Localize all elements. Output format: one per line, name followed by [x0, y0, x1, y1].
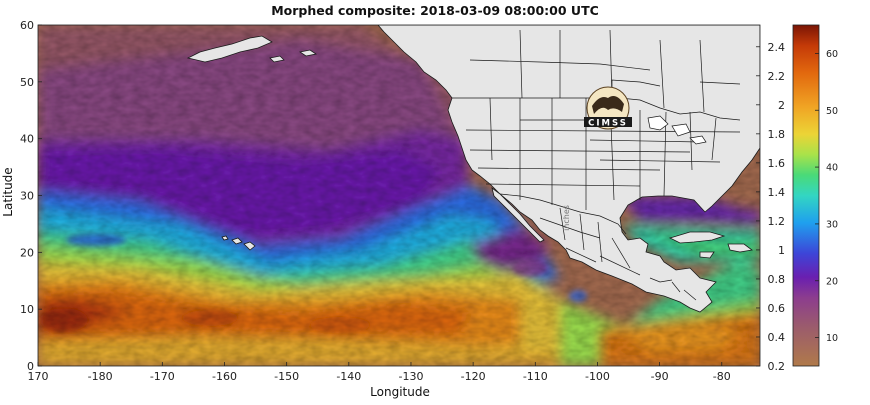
chart-title: Morphed composite: 2018-03-09 08:00:00 U… [271, 3, 599, 18]
y-tick-label: 10 [20, 303, 34, 316]
x-tick-label: -180 [88, 370, 113, 383]
x-tick-label: -130 [398, 370, 423, 383]
y-axis-ticks: 0 10 20 30 40 50 60 [20, 19, 42, 373]
colorbar-inches-ticks: 0.2 0.4 0.6 0.8 1 1.2 1.4 1.6 1.8 2 2.2 2.4 [756, 41, 785, 373]
logo-text: CIMSS [588, 119, 628, 129]
inch-tick-label: 1.2 [768, 215, 786, 228]
colorbar [792, 24, 820, 367]
x-tick-label: -120 [461, 370, 486, 383]
y-tick-label: 60 [20, 19, 34, 32]
x-tick-label: 170 [28, 370, 49, 383]
cimss-logo: CIMSS [584, 86, 632, 130]
inch-tick-label: 1.4 [768, 186, 786, 199]
x-tick-label: -170 [150, 370, 175, 383]
inch-tick-label: 0.8 [768, 273, 786, 286]
inch-tick-label: 0.4 [768, 331, 786, 344]
y-tick-label: 50 [20, 76, 34, 89]
inch-tick-label: 1.6 [768, 157, 786, 170]
mm-tick-label: 10 [826, 333, 838, 344]
inch-tick-label: 0.6 [768, 302, 786, 315]
y-tick-label: 20 [20, 246, 34, 259]
mm-tick-label: 40 [826, 163, 838, 174]
precipitable-water-field [38, 25, 760, 366]
x-axis-ticks: 170 -180 -170 -160 -150 -140 -130 -120 -110 -100 -… [28, 362, 731, 383]
inch-tick-label: 2.4 [768, 41, 786, 54]
inch-tick-label: 1.8 [768, 128, 786, 141]
land-mass [186, 25, 760, 313]
political-borders [452, 29, 741, 301]
inches-label: inches [562, 205, 571, 231]
inch-tick-label: 2.2 [768, 70, 786, 83]
inch-tick-label: 1 [778, 244, 785, 257]
x-axis-label: Longitude [370, 385, 430, 399]
y-tick-label: 0 [27, 360, 34, 373]
x-tick-label: -80 [713, 370, 731, 383]
x-tick-label: -90 [651, 370, 669, 383]
mm-tick-label: 30 [826, 219, 838, 230]
colorbar-mm-ticks: 10 20 30 40 50 60 [815, 49, 838, 344]
mm-tick-label: 50 [826, 106, 838, 117]
y-tick-label: 40 [20, 133, 34, 146]
x-tick-label: -110 [523, 370, 548, 383]
mm-tick-label: 60 [826, 49, 838, 60]
x-tick-label: -140 [336, 370, 361, 383]
x-tick-label: -100 [585, 370, 610, 383]
y-tick-label: 30 [20, 190, 34, 203]
x-tick-label: -150 [274, 370, 299, 383]
inch-tick-label: 2 [778, 99, 785, 112]
mm-tick-label: 20 [826, 276, 838, 287]
inch-tick-label: 0.2 [768, 360, 786, 373]
x-tick-label: -160 [212, 370, 237, 383]
